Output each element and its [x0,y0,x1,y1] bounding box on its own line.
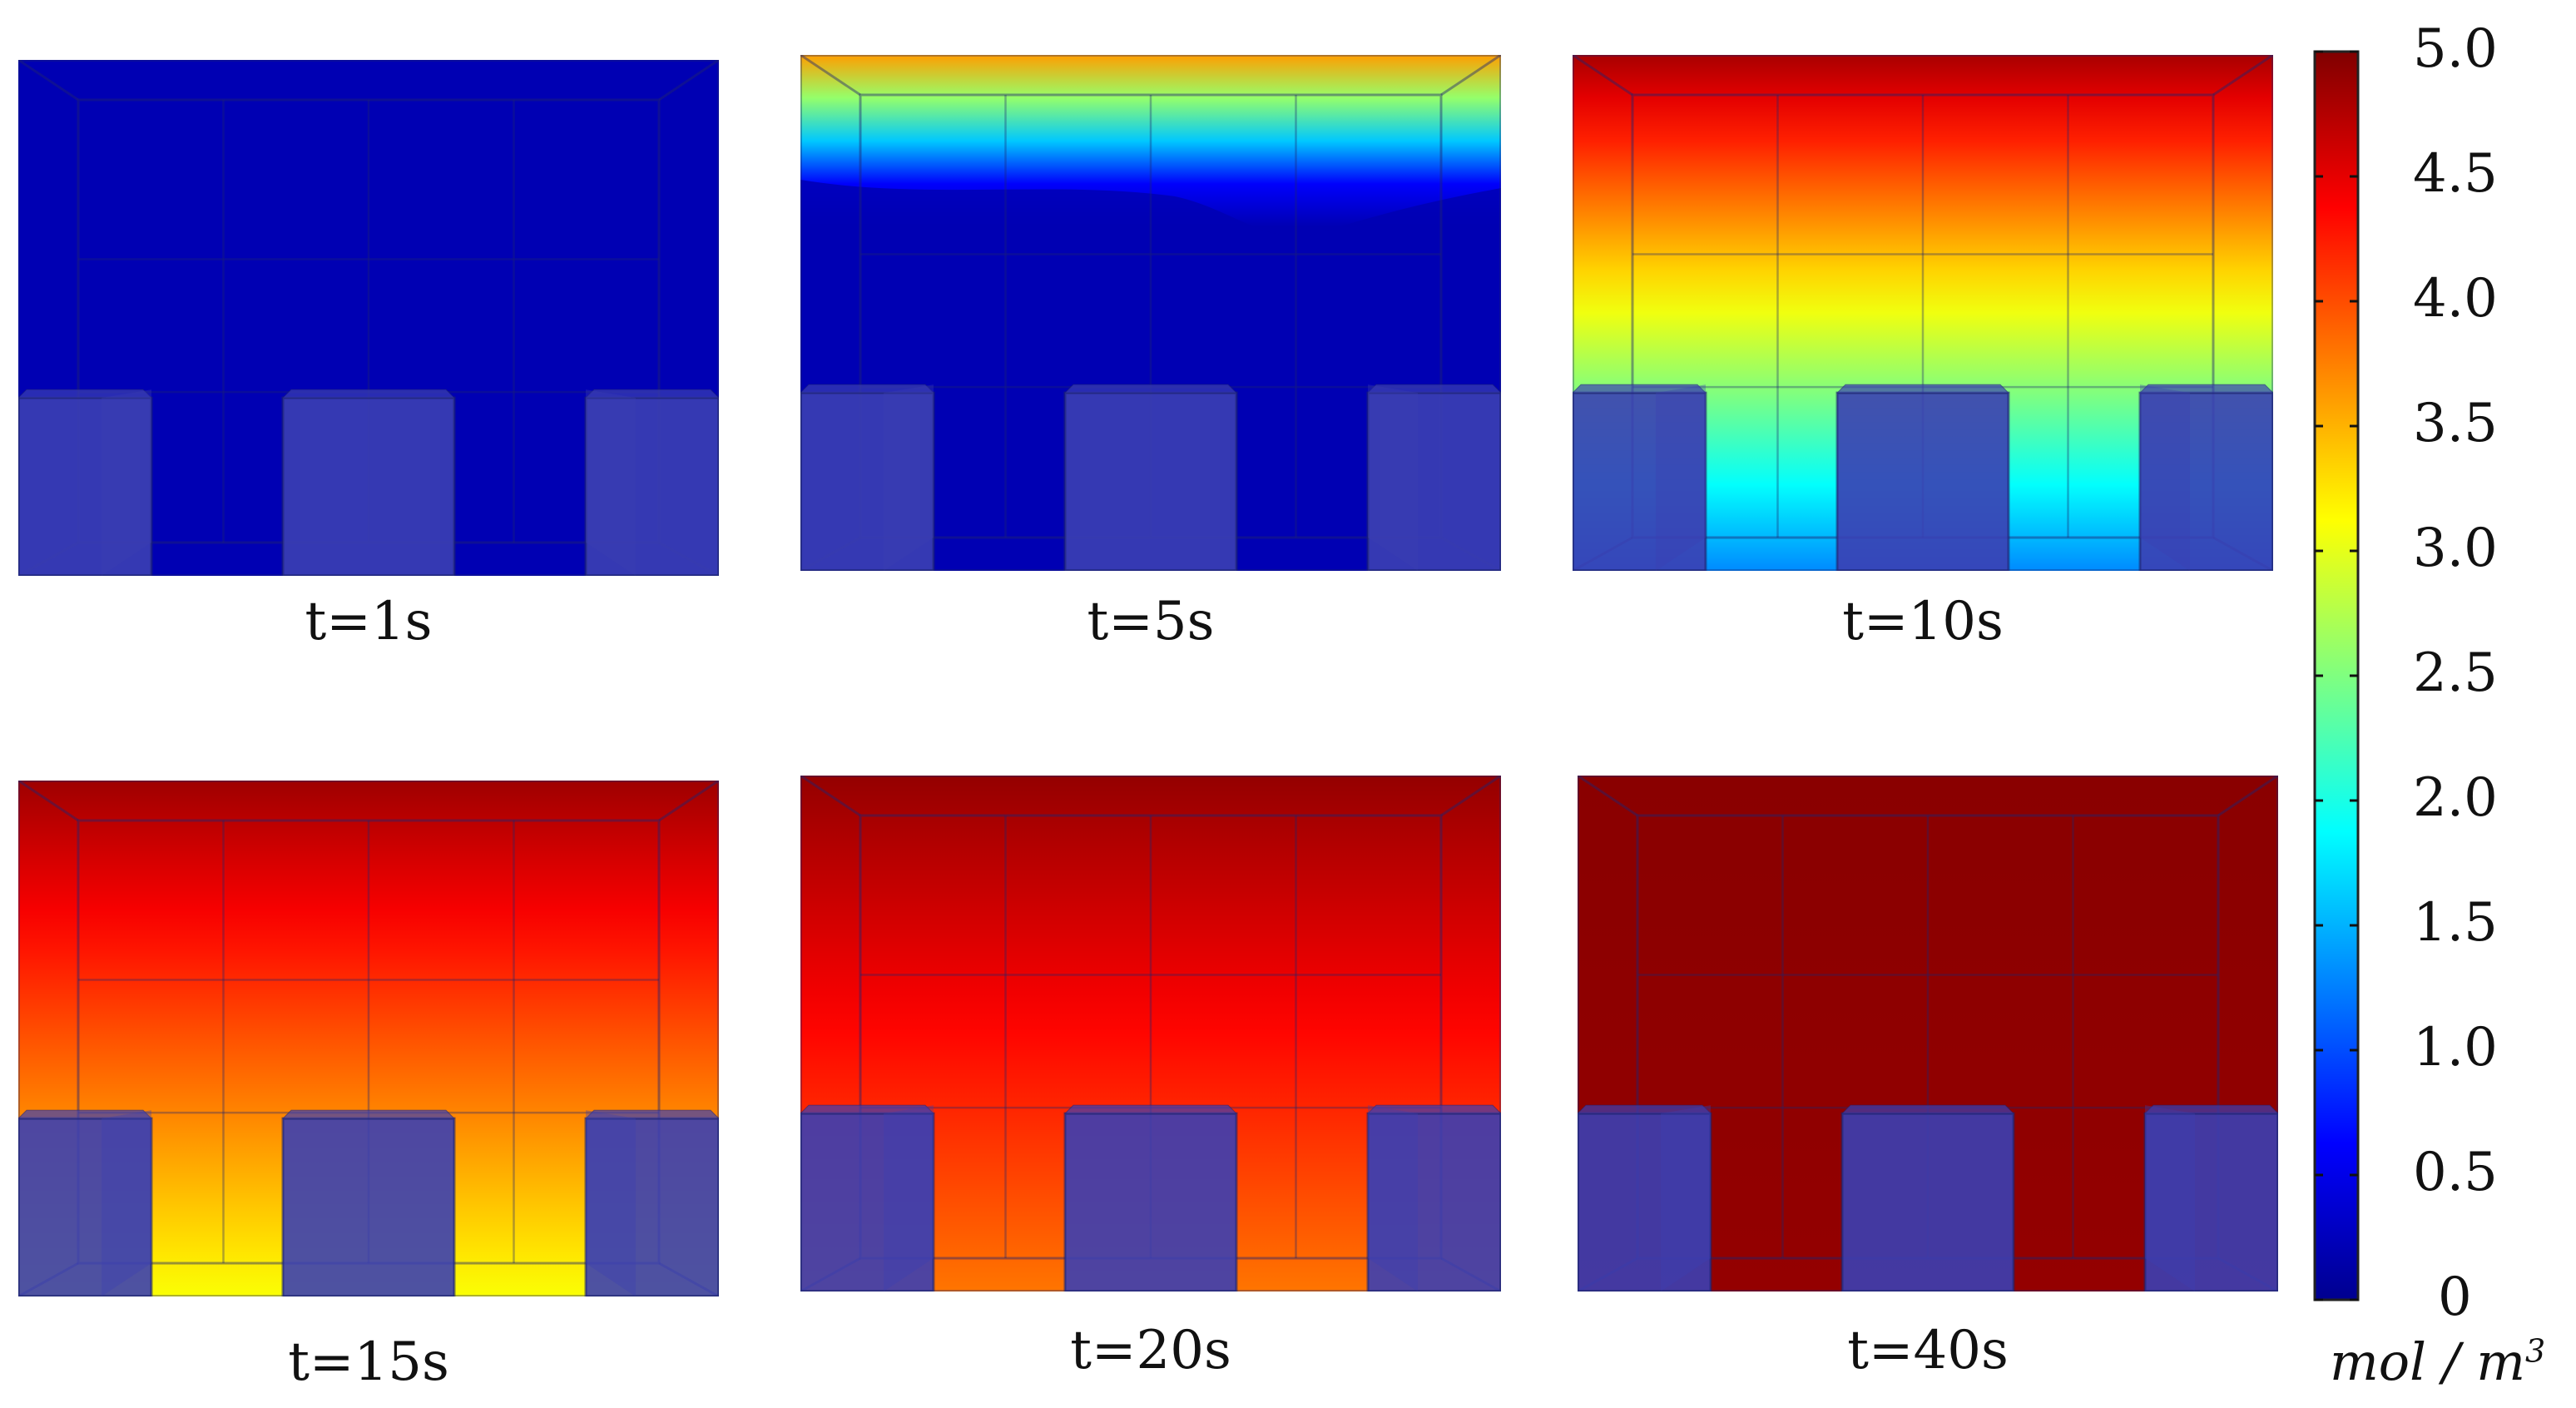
panel-t40 [1578,776,2278,1291]
obstacle-center [1063,391,1238,571]
room-3 [18,781,719,1296]
caption-t5: t=5s [1087,591,1215,652]
room-2 [1573,55,2273,571]
obstacle-left-side [884,384,934,571]
colorbar-tick-label: 2.5 [2413,642,2498,704]
obstacle-left [800,1112,935,1291]
colorbar-tick-label: 2.0 [2413,767,2498,829]
obstacle-center [1840,1112,2015,1291]
obstacle-right-side [586,1110,636,1296]
obstacle-left [18,1117,153,1296]
room-4 [800,776,1501,1291]
obstacle-left [800,391,935,571]
obstacle-right [2138,391,2273,571]
obstacle-right [584,1117,719,1296]
obstacle-right-side [1368,384,1418,571]
obstacle-center [1063,1112,1238,1291]
obstacle-right [1366,391,1501,571]
colorbar-gradient [2313,50,2360,1301]
front-overlay [800,180,1501,571]
room-1 [800,55,1501,571]
caption-t10: t=10s [1842,591,2004,652]
colorbar-tick-label: 3.0 [2413,518,2498,579]
caption-t15: t=15s [288,1331,449,1393]
panel-t1 [18,60,719,576]
obstacle-left [1573,391,1707,571]
obstacle-right [2143,1112,2278,1291]
caption-t40: t=40s [1847,1320,2009,1381]
colorbar-unit-label: mol / m3 [2330,1331,2546,1392]
colorbar-tick-label: 0.5 [2413,1142,2498,1203]
caption-t1: t=1s [305,591,433,652]
obstacle-right [1366,1112,1501,1291]
obstacle-right-side [2140,384,2190,571]
obstacle-center [281,396,456,576]
obstacle-right-side [586,389,636,576]
room-0 [18,60,719,576]
colorbar-tick-label: 3.5 [2413,393,2498,454]
obstacle-left-side [1656,384,1706,571]
obstacle-left-side [102,389,151,576]
panel-t15 [18,781,719,1296]
colorbar-tick-label: 1.0 [2413,1017,2498,1078]
obstacle-left-side [102,1110,151,1296]
panel-t10 [1573,55,2273,571]
panel-t5 [800,55,1501,571]
colorbar-tick-label: 1.5 [2413,892,2498,954]
colorbar-tick-label: 4.5 [2413,143,2498,205]
obstacle-center [281,1117,456,1296]
obstacle-left-side [884,1105,934,1291]
obstacle-left [18,396,153,576]
colorbar-tick-label: 5.0 [2413,18,2498,80]
panel-t20 [800,776,1501,1291]
obstacle-left-side [1661,1105,1711,1291]
obstacle-center [1835,391,2010,571]
room-5 [1578,776,2278,1291]
obstacle-left [1578,1112,1712,1291]
colorbar-tick-label: 4.0 [2413,268,2498,330]
colorbar [2313,50,2363,1310]
obstacle-right-side [1368,1105,1418,1291]
colorbar-tick-label: 0 [2438,1267,2472,1328]
caption-t20: t=20s [1070,1320,1231,1381]
obstacle-right-side [2145,1105,2195,1291]
